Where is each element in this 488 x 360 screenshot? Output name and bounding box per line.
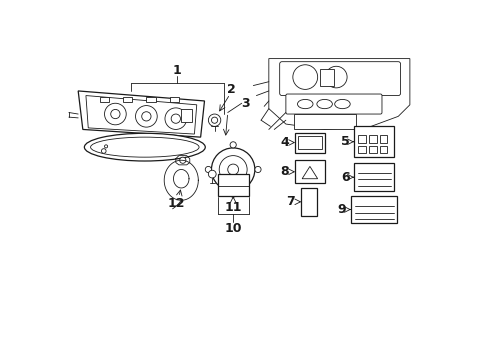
Bar <box>350 196 397 223</box>
Bar <box>169 97 179 102</box>
Bar <box>181 109 192 122</box>
Text: 4: 4 <box>280 136 288 149</box>
Polygon shape <box>78 91 204 137</box>
Bar <box>353 126 393 157</box>
Circle shape <box>230 191 236 197</box>
Circle shape <box>292 65 317 89</box>
Bar <box>146 97 155 102</box>
Circle shape <box>205 166 211 172</box>
Bar <box>368 135 376 143</box>
Bar <box>319 69 333 86</box>
Bar <box>293 114 355 130</box>
Polygon shape <box>268 59 409 130</box>
Circle shape <box>110 109 120 119</box>
Circle shape <box>171 114 180 123</box>
Bar <box>379 135 386 143</box>
Bar <box>368 145 376 153</box>
Text: 8: 8 <box>280 165 288 178</box>
Ellipse shape <box>84 133 205 161</box>
Circle shape <box>208 170 216 178</box>
Text: 10: 10 <box>224 221 242 234</box>
Bar <box>298 136 321 149</box>
Text: 11: 11 <box>224 201 242 214</box>
Circle shape <box>164 108 186 130</box>
Circle shape <box>142 112 151 121</box>
FancyBboxPatch shape <box>279 62 400 95</box>
Bar <box>379 145 386 153</box>
Circle shape <box>211 117 217 123</box>
Circle shape <box>179 157 185 163</box>
Bar <box>123 97 132 102</box>
Ellipse shape <box>297 99 312 109</box>
Text: 1: 1 <box>173 64 182 77</box>
Circle shape <box>104 103 126 125</box>
Ellipse shape <box>316 99 332 109</box>
Circle shape <box>219 156 246 183</box>
Bar <box>295 132 324 153</box>
Text: 3: 3 <box>241 97 249 110</box>
Circle shape <box>227 164 238 175</box>
Bar <box>100 97 109 102</box>
Bar <box>301 188 316 216</box>
Bar <box>353 163 393 191</box>
Circle shape <box>254 166 261 172</box>
Bar <box>217 174 248 195</box>
Polygon shape <box>86 95 196 134</box>
Text: 7: 7 <box>286 195 295 208</box>
Bar <box>357 135 365 143</box>
Text: 6: 6 <box>340 171 349 184</box>
Text: 12: 12 <box>167 197 184 210</box>
FancyBboxPatch shape <box>285 94 381 114</box>
Circle shape <box>104 145 107 148</box>
Ellipse shape <box>90 137 199 157</box>
Text: 5: 5 <box>340 135 349 148</box>
Bar <box>295 160 324 183</box>
Text: 2: 2 <box>227 83 236 96</box>
Circle shape <box>208 114 220 126</box>
Circle shape <box>135 105 157 127</box>
Circle shape <box>101 149 106 153</box>
Bar <box>357 145 365 153</box>
Ellipse shape <box>334 99 349 109</box>
Circle shape <box>325 66 346 88</box>
Circle shape <box>211 148 254 191</box>
Text: 9: 9 <box>337 203 346 216</box>
Circle shape <box>230 142 236 148</box>
